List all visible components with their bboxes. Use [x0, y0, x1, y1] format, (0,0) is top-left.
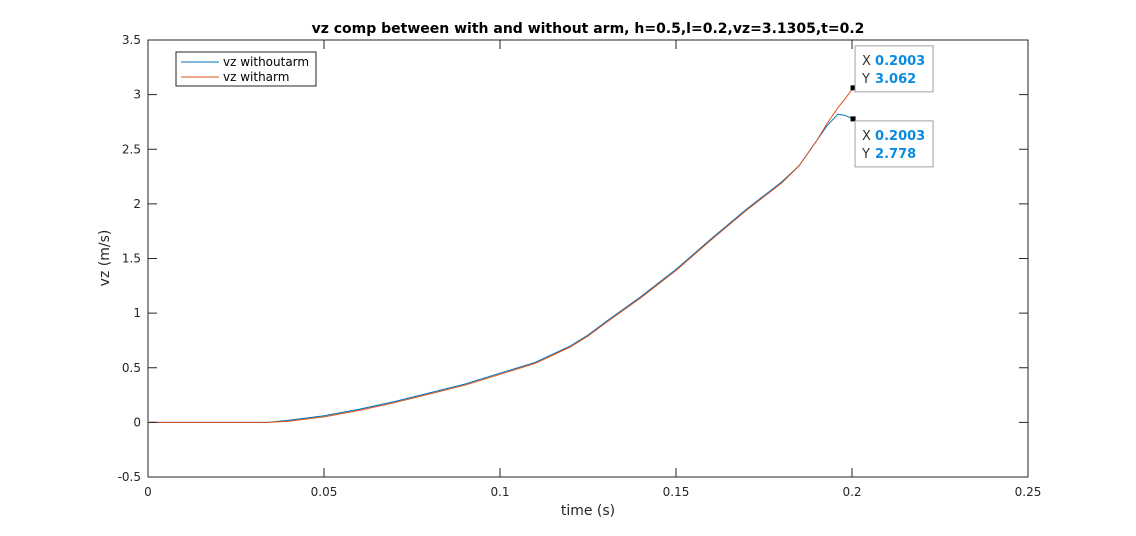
legend: vz withoutarm vz witharm — [175, 51, 317, 87]
y-tick-label: 2.5 — [122, 142, 141, 156]
y-tick-label: 1 — [133, 306, 141, 320]
datatip-x-value: 0.2003 — [875, 54, 925, 69]
datatip-y-key: Y — [861, 147, 870, 162]
x-tick-label: 0.1 — [490, 485, 509, 499]
x-tick-label: 0 — [144, 485, 152, 499]
plot-area: 0 0.05 0.1 0.15 0.2 0.25-0.500.511.522.533.5 … — [118, 33, 1042, 499]
x-tick-label: 0.2 — [842, 485, 861, 499]
datatip-x-key: X — [862, 54, 871, 69]
datatip-y-key: Y — [861, 72, 870, 87]
series-line-witharm — [148, 87, 854, 423]
y-tick-label: 1.5 — [122, 252, 141, 266]
legend-label-withoutarm: vz withoutarm — [223, 55, 309, 69]
legend-label-witharm: vz witharm — [223, 70, 289, 84]
y-tick-label: -0.5 — [118, 470, 141, 484]
datatip-box — [854, 120, 934, 168]
datatip-box — [854, 45, 934, 93]
x-axis-label: time (s) — [561, 503, 615, 519]
chart-title: vz comp between with and without arm, h=… — [312, 21, 865, 37]
y-tick-label: 0 — [133, 415, 141, 429]
datatip-y-value: 2.778 — [875, 147, 916, 162]
x-tick-label: 0.05 — [311, 485, 338, 499]
datatip-x-key: X — [862, 129, 871, 144]
series-layer — [148, 87, 854, 423]
datatip-marker — [850, 116, 856, 122]
ticks-layer: 0 0.05 0.1 0.15 0.2 0.25-0.500.511.522.533.5 — [118, 33, 1042, 499]
axes-box — [147, 39, 1029, 478]
y-tick-label: 2 — [133, 197, 141, 211]
datatip-y-value: 3.062 — [875, 72, 916, 87]
datatip[interactable]: X 0.2003 Y 3.062 — [850, 45, 934, 93]
datatip[interactable]: X 0.2003 Y 2.778 — [850, 116, 934, 168]
datatip-x-value: 0.2003 — [875, 129, 925, 144]
y-axis-label: vz (m/s) — [97, 230, 113, 287]
y-tick-label: 3.5 — [122, 33, 141, 47]
datatip-marker — [850, 85, 856, 91]
y-tick-label: 3 — [133, 88, 141, 102]
y-tick-label: 0.5 — [122, 361, 141, 375]
datatip-layer: X 0.2003 Y 3.062 X 0.2003 Y 2.778 — [850, 45, 934, 168]
x-tick-label: 0.25 — [1015, 485, 1042, 499]
legend-box — [175, 51, 317, 87]
x-tick-label: 0.15 — [663, 485, 690, 499]
